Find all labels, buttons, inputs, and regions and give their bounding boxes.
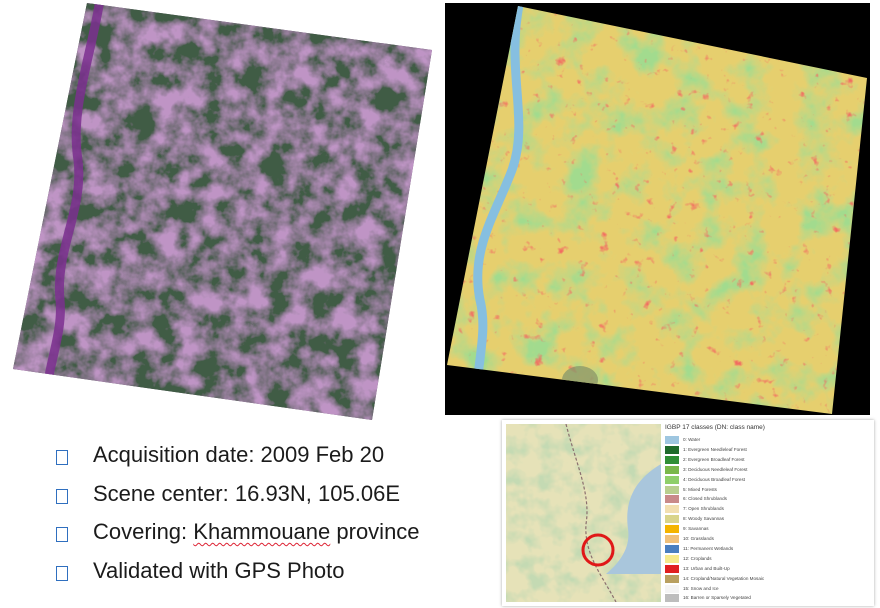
satellite-image-false-color [13, 3, 432, 420]
legend-item: 5: Mixed Forests [665, 485, 865, 495]
legend-item: 2: Evergreen Broadleaf Forest [665, 455, 865, 465]
legend-label: 2: Evergreen Broadleaf Forest [683, 456, 745, 462]
legend-swatch [665, 584, 679, 593]
legend-swatch [665, 485, 679, 494]
legend-label: 9: Savannas [683, 526, 709, 532]
legend-swatch [665, 515, 679, 524]
legend-swatch [665, 455, 679, 464]
legend-item: 4: Deciduous Broadleaf Forest [665, 475, 865, 485]
bullet-text: Acquisition date: 2009 Feb 20 [93, 442, 385, 467]
legend-swatch [665, 594, 679, 603]
legend-item: 11: Permanent Wetlands [665, 544, 865, 554]
bullet-text: Validated with GPS Photo [93, 557, 345, 583]
legend-swatch [665, 445, 679, 454]
legend-item: 3: Deciduous Needleleaf Forest [665, 465, 865, 475]
legend-swatch [665, 436, 679, 444]
legend-label: 4: Deciduous Broadleaf Forest [683, 476, 746, 482]
legend-swatch [665, 535, 679, 543]
legend-swatch [665, 495, 679, 504]
legend-swatch [665, 475, 679, 484]
legend-swatch [665, 465, 679, 474]
highlight-circle [581, 533, 615, 567]
legend-label: 16: Barren or Sparsely Vegetated [683, 595, 751, 601]
legend-swatch [665, 505, 679, 514]
legend-label: 12: Croplands [683, 555, 712, 561]
bullet-box-icon [56, 488, 68, 504]
legend-label: 3: Deciduous Needleleaf Forest [683, 466, 748, 472]
legend-item: 1: Evergreen Needleleaf Forest [665, 445, 865, 455]
legend-label: 8: Woody Savannas [683, 516, 725, 522]
legend-swatch [665, 525, 679, 534]
legend-title: IGBP 17 classes (DN: class name) [665, 424, 765, 431]
list-item: Acquisition date: 2009 Feb 20 [52, 440, 472, 479]
legend-item: 10: Grasslands [665, 535, 865, 544]
legend-swatch [665, 574, 679, 583]
bullet-text: Covering: Khammouane province [93, 519, 420, 544]
legend-label: 13: Urban and Built-Up [683, 565, 730, 571]
legend-item: 7: Open Shrublands [665, 505, 865, 514]
list-item: Validated with GPS Photo [52, 556, 472, 595]
legend-item: 6: Closed Shrublands [665, 495, 865, 504]
legend-label: 6: Closed Shrublands [683, 496, 727, 502]
legend-item: 9: Savannas [665, 525, 865, 534]
scene-info-list: Acquisition date: 2009 Feb 20 Scene cent… [52, 440, 472, 594]
bullet-box-icon [56, 565, 68, 581]
legend-swatch [665, 554, 679, 563]
legend-swatch [665, 564, 679, 573]
legend-label: 15: Snow and Ice [683, 585, 719, 591]
legend-label: 10: Grasslands [683, 536, 714, 541]
legend-item: 14: Cropland/Natural Vegetation Mosaic [665, 574, 865, 584]
legend-item: 12: Croplands [665, 554, 865, 564]
legend-label: 11: Permanent Wetlands [683, 545, 734, 551]
legend-label: 1: Evergreen Needleleaf Forest [683, 446, 747, 452]
legend-label: 7: Open Shrublands [683, 506, 724, 512]
legend-item: 16: Barren or Sparsely Vegetated [665, 594, 865, 603]
legend-swatch [665, 544, 679, 553]
legend-item: 0: Water [665, 436, 865, 445]
legend-label: 0: Water [683, 437, 701, 442]
region-map-with-legend: IGBP 17 classes (DN: class name) 0: Wate… [502, 420, 874, 606]
region-overview-map [506, 424, 661, 602]
legend-item: 13: Urban and Built-Up [665, 564, 865, 574]
list-item: Scene center: 16.93N, 105.06E [52, 479, 472, 518]
legend-label: 5: Mixed Forests [683, 486, 717, 492]
bullet-text: Scene center: 16.93N, 105.06E [93, 480, 400, 506]
legend-item: 8: Woody Savannas [665, 515, 865, 524]
bullet-box-icon [56, 450, 68, 465]
list-item: Covering: Khammouane province [52, 517, 472, 556]
legend-item: 15: Snow and Ice [665, 584, 865, 594]
spellcheck-word: Khammouane [193, 519, 331, 544]
legend-label: 14: Cropland/Natural Vegetation Mosaic [683, 575, 765, 581]
bullet-box-icon [56, 527, 68, 542]
